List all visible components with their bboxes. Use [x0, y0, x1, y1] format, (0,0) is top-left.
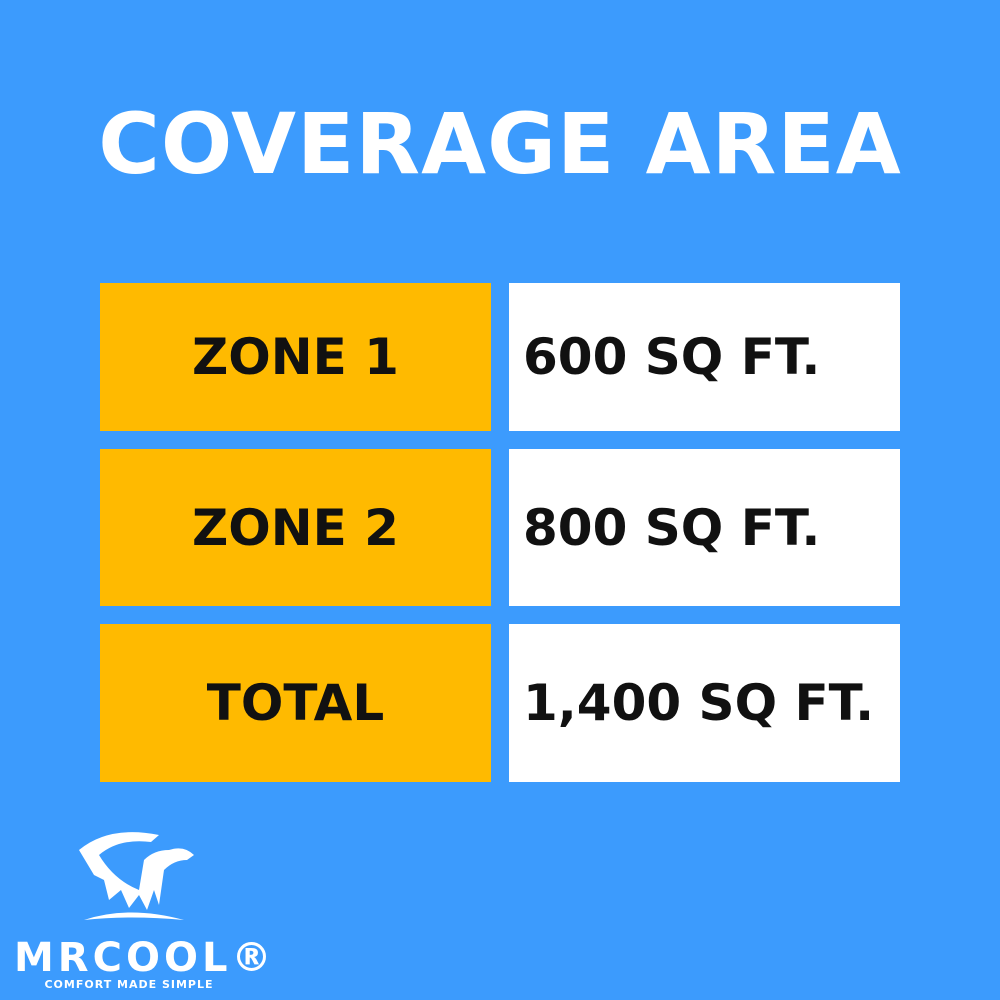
brand-name: MRCOOL®	[14, 935, 276, 981]
zone-1-label: ZONE 1	[100, 283, 491, 431]
brand-tagline: COMFORT MADE SIMPLE	[44, 978, 214, 991]
zone-2-label: ZONE 2	[100, 449, 491, 606]
polar-bear-icon	[79, 832, 194, 920]
zone-2-value: 800 SQ FT.	[509, 449, 900, 606]
total-label: TOTAL	[100, 624, 491, 782]
total-value: 1,400 SQ FT.	[509, 624, 900, 782]
zone-1-value: 600 SQ FT.	[509, 283, 900, 431]
page-title: COVERAGE AREA	[98, 95, 902, 193]
mrcool-logo: MRCOOL® COMFORT MADE SIMPLE	[14, 820, 276, 991]
